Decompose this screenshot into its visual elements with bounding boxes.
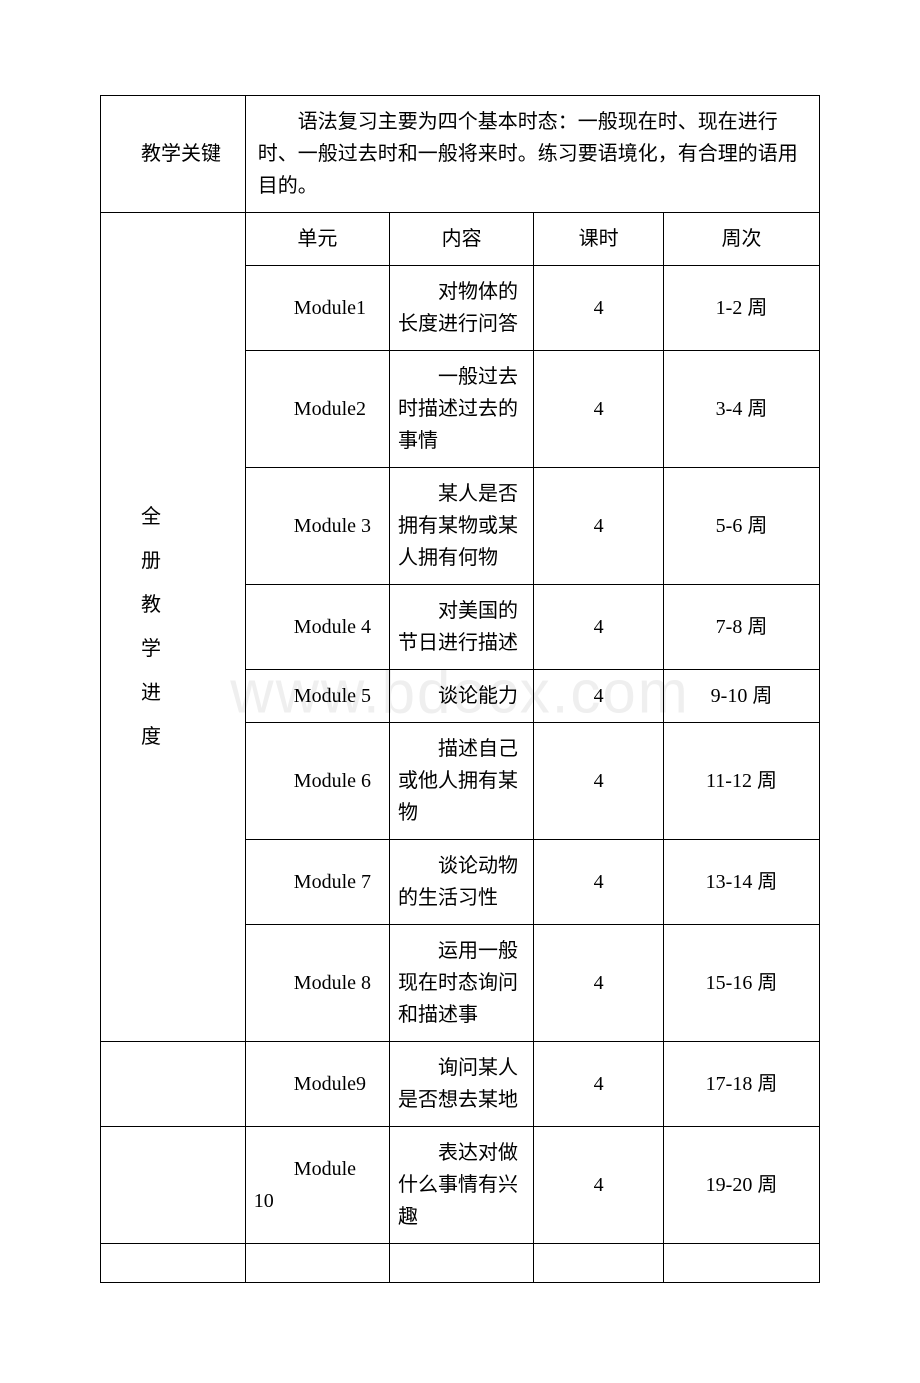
cell-content: 表达对做什么事情有兴趣 xyxy=(389,1127,533,1244)
empty-cell xyxy=(245,1244,389,1283)
cell-content: 运用一般现在时态询问和描述事 xyxy=(389,925,533,1042)
side-char: 教 xyxy=(141,594,161,616)
empty-side-cell xyxy=(101,1127,246,1244)
cell-content: 一般过去时描述过去的事情 xyxy=(389,351,533,468)
cell-week: 9-10 周 xyxy=(664,670,820,723)
cell-unit: Module 6 xyxy=(245,723,389,840)
cell-unit: Module9 xyxy=(245,1042,389,1127)
table-row: Module9 询问某人是否想去某地 4 17-18 周 xyxy=(101,1042,820,1127)
cell-week: 3-4 周 xyxy=(664,351,820,468)
cell-week: 11-12 周 xyxy=(664,723,820,840)
empty-cell xyxy=(101,1244,246,1283)
side-char: 度 xyxy=(141,726,161,748)
cell-unit: Module1 xyxy=(245,266,389,351)
cell-week: 15-16 周 xyxy=(664,925,820,1042)
cell-week: 13-14 周 xyxy=(664,840,820,925)
keypoint-label: 教学关键 xyxy=(101,96,246,213)
cell-hours: 4 xyxy=(534,1042,664,1127)
cell-unit: Module 10 xyxy=(245,1127,389,1244)
cell-unit: Module 7 xyxy=(245,840,389,925)
cell-hours: 4 xyxy=(534,1127,664,1244)
cell-week: 1-2 周 xyxy=(664,266,820,351)
header-week: 周次 xyxy=(664,213,820,266)
cell-hours: 4 xyxy=(534,670,664,723)
side-char: 全 xyxy=(141,506,161,528)
document-page: www.bdocx.com 教学关键 语法复习主要为四个基本时态：一般现在时、现… xyxy=(0,0,920,1383)
cell-week: 17-18 周 xyxy=(664,1042,820,1127)
schedule-side-label: 全 册 教 学 进 度 xyxy=(101,213,246,1042)
cell-week: 19-20 周 xyxy=(664,1127,820,1244)
cell-hours: 4 xyxy=(534,266,664,351)
cell-hours: 4 xyxy=(534,468,664,585)
cell-hours: 4 xyxy=(534,925,664,1042)
cell-hours: 4 xyxy=(534,351,664,468)
cell-content: 谈论动物的生活习性 xyxy=(389,840,533,925)
cell-week: 7-8 周 xyxy=(664,585,820,670)
empty-side-cell xyxy=(101,1042,246,1127)
cell-unit: Module 4 xyxy=(245,585,389,670)
cell-content: 描述自己或他人拥有某物 xyxy=(389,723,533,840)
cell-hours: 4 xyxy=(534,723,664,840)
cell-unit: Module2 xyxy=(245,351,389,468)
keypoint-text: 语法复习主要为四个基本时态：一般现在时、现在进行时、一般过去时和一般将来时。练习… xyxy=(245,96,819,213)
side-char: 进 xyxy=(141,682,161,704)
cell-unit: Module 3 xyxy=(245,468,389,585)
cell-unit: Module 5 xyxy=(245,670,389,723)
cell-hours: 4 xyxy=(534,585,664,670)
table-row: Module 10 表达对做什么事情有兴趣 4 19-20 周 xyxy=(101,1127,820,1244)
empty-cell xyxy=(389,1244,533,1283)
cell-content: 对物体的长度进行问答 xyxy=(389,266,533,351)
cell-content: 谈论能力 xyxy=(389,670,533,723)
schedule-header-row: 全 册 教 学 进 度 单元 内容 课时 周次 xyxy=(101,213,820,266)
empty-cell xyxy=(664,1244,820,1283)
side-char: 学 xyxy=(141,638,161,660)
side-char: 册 xyxy=(141,550,161,572)
cell-content: 某人是否拥有某物或某人拥有何物 xyxy=(389,468,533,585)
cell-content: 询问某人是否想去某地 xyxy=(389,1042,533,1127)
cell-hours: 4 xyxy=(534,840,664,925)
header-unit: 单元 xyxy=(245,213,389,266)
header-content: 内容 xyxy=(389,213,533,266)
teaching-plan-table: 教学关键 语法复习主要为四个基本时态：一般现在时、现在进行时、一般过去时和一般将… xyxy=(100,95,820,1283)
cell-content: 对美国的节日进行描述 xyxy=(389,585,533,670)
empty-cell xyxy=(534,1244,664,1283)
keypoint-row: 教学关键 语法复习主要为四个基本时态：一般现在时、现在进行时、一般过去时和一般将… xyxy=(101,96,820,213)
header-hours: 课时 xyxy=(534,213,664,266)
empty-row xyxy=(101,1244,820,1283)
cell-unit: Module 8 xyxy=(245,925,389,1042)
cell-week: 5-6 周 xyxy=(664,468,820,585)
